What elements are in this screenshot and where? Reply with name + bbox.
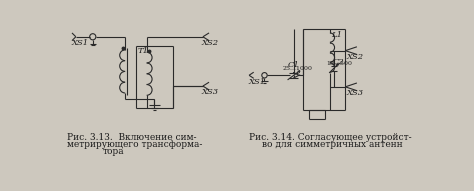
Text: XS2: XS2 — [347, 53, 364, 61]
Text: Рис. 3.13.  Включение сим-: Рис. 3.13. Включение сим- — [66, 133, 196, 142]
Text: C1: C1 — [288, 62, 300, 69]
Text: во для симметричных антенн: во для симметричных антенн — [262, 140, 403, 149]
Text: XS3: XS3 — [347, 89, 364, 97]
Text: тора: тора — [103, 147, 124, 156]
Text: L1: L1 — [331, 31, 343, 39]
Text: T1: T1 — [137, 47, 148, 55]
Text: 15...500: 15...500 — [326, 62, 352, 66]
Text: XS3: XS3 — [201, 88, 219, 96]
Text: XS1: XS1 — [71, 39, 88, 47]
Text: Рис. 3.14. Согласующее устройст-: Рис. 3.14. Согласующее устройст- — [249, 133, 412, 142]
Text: C2: C2 — [332, 57, 344, 66]
Text: метрирующего трансформа-: метрирующего трансформа- — [66, 140, 202, 149]
Text: 25...1000: 25...1000 — [283, 66, 313, 71]
Text: XS2: XS2 — [201, 39, 219, 47]
Text: XS1: XS1 — [248, 78, 265, 86]
